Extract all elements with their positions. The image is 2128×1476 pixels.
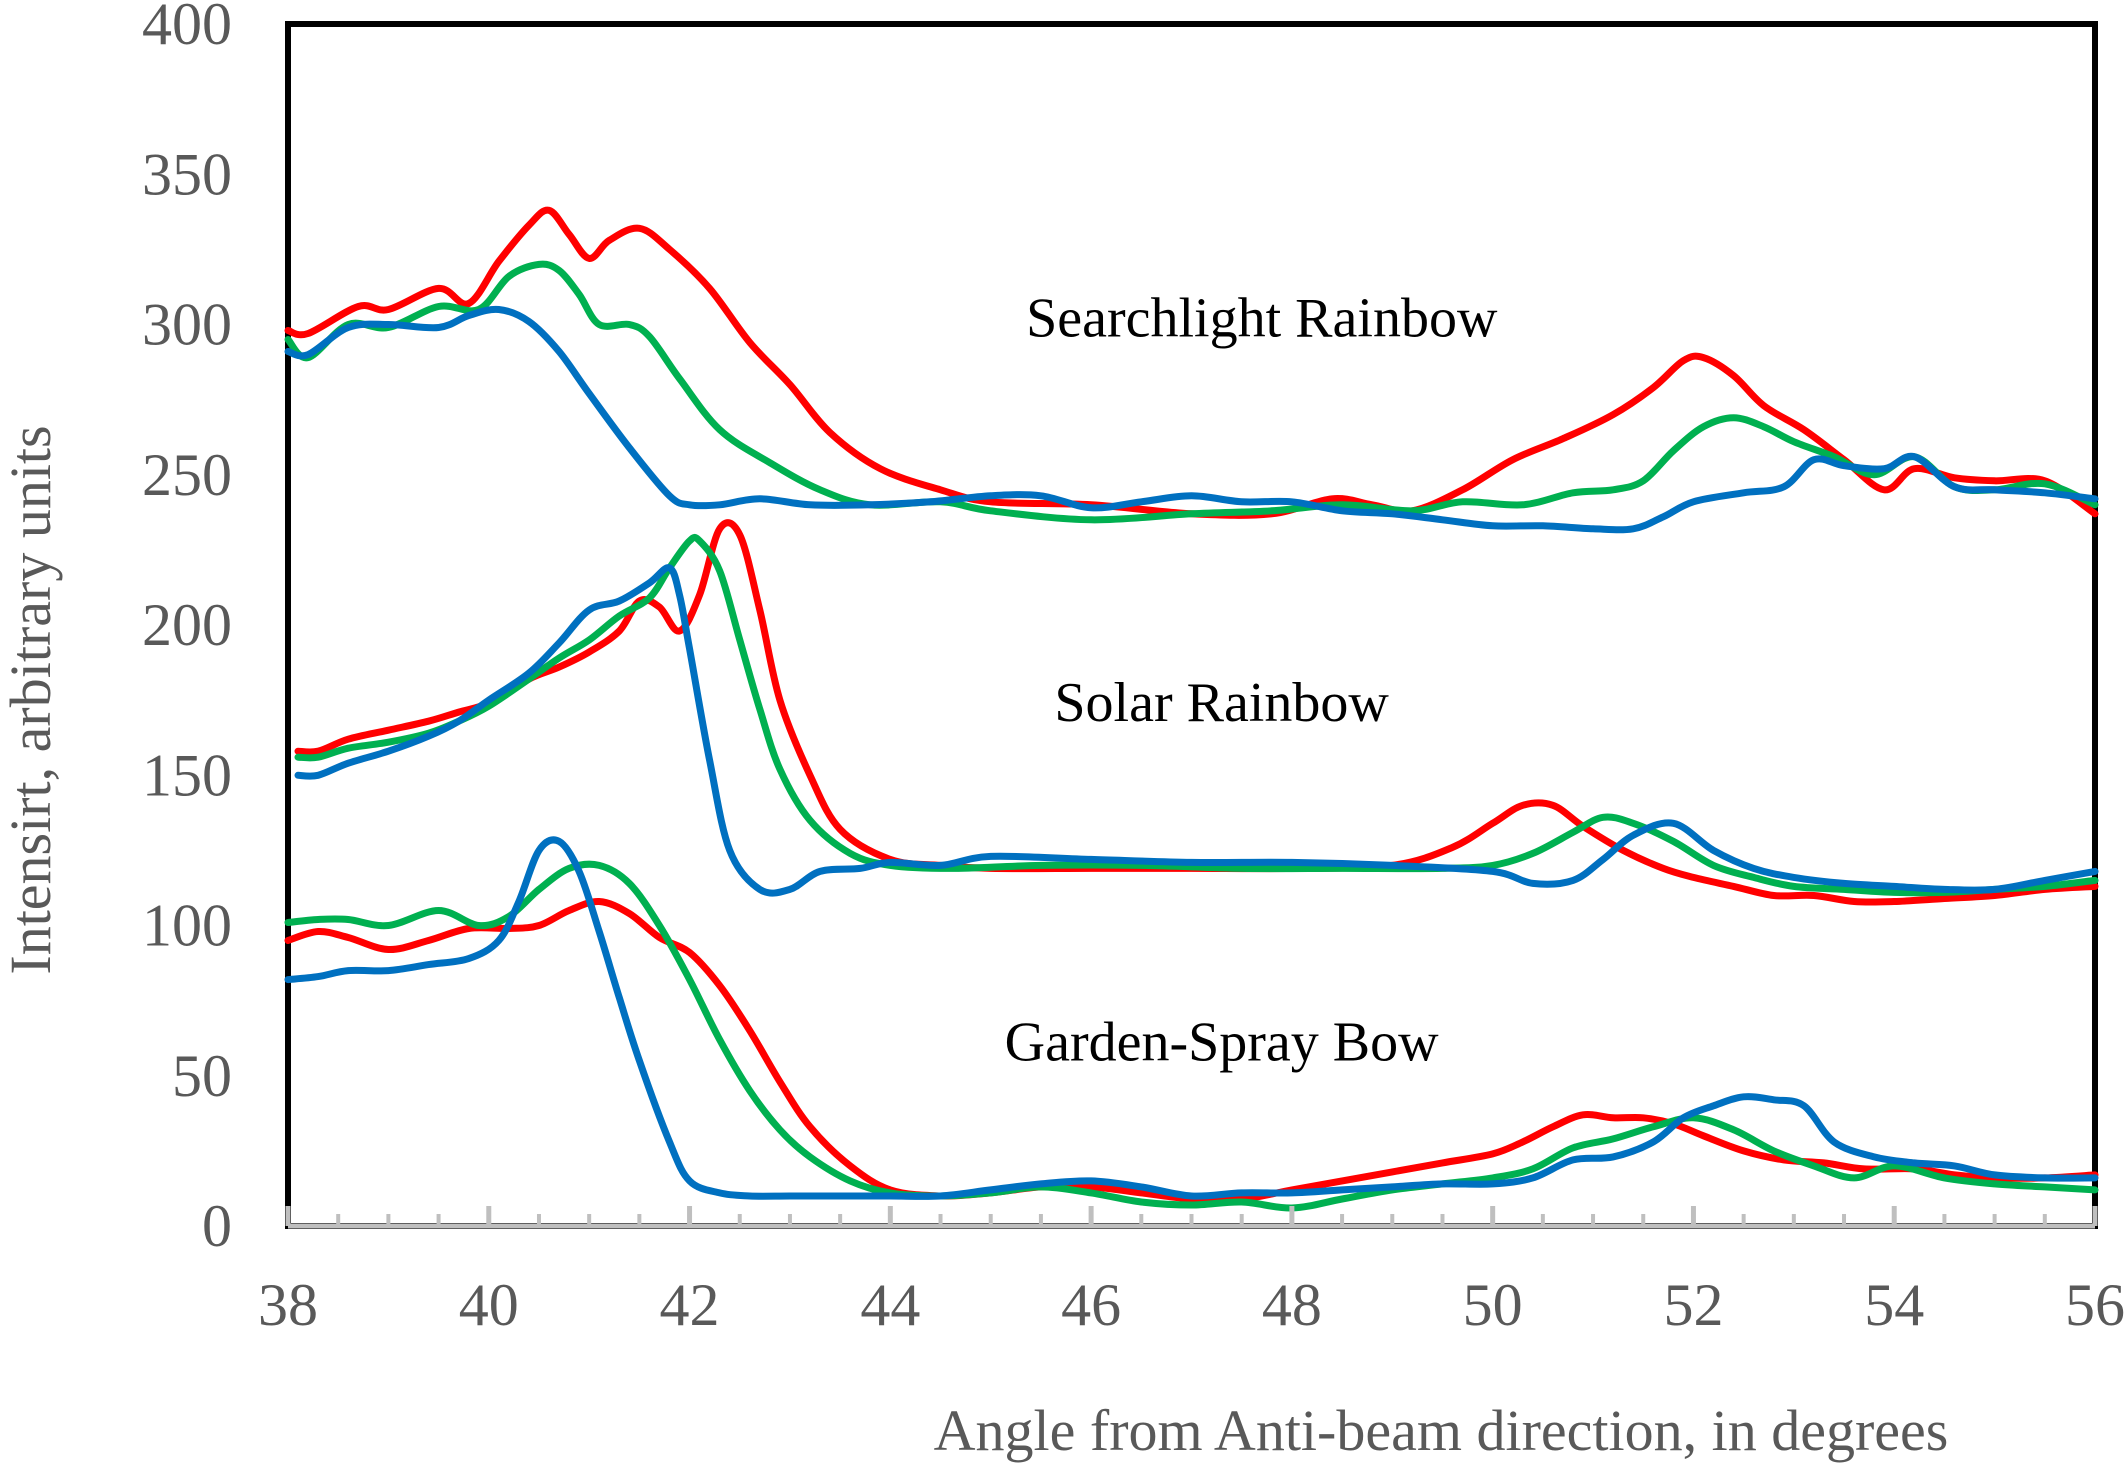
y-tick-label: 0 bbox=[202, 1193, 232, 1259]
y-tick-label: 250 bbox=[142, 442, 232, 508]
y-tick-label: 50 bbox=[172, 1043, 232, 1109]
garden-spray-bow-blue-line bbox=[284, 836, 2099, 1200]
plot-area bbox=[285, 21, 2098, 1229]
x-tick-label: 50 bbox=[1463, 1272, 1523, 1338]
series-layer bbox=[284, 206, 2099, 1212]
x-tick-label: 44 bbox=[860, 1272, 920, 1338]
searchlight-rainbow-blue-line bbox=[284, 305, 2099, 534]
y-tick-label: 200 bbox=[142, 592, 232, 658]
y-tick-label: 350 bbox=[142, 141, 232, 207]
x-axis-title: Angle from Anti-beam direction, in degre… bbox=[934, 1398, 1949, 1463]
x-tick-label: 46 bbox=[1061, 1272, 1121, 1338]
axis-layer: 38 40 42 44 46 48 50 52 54 56 0 50 100 150 200 250 300 35… bbox=[142, 0, 2125, 1338]
garden-spray-bow-green-line bbox=[284, 860, 2099, 1212]
x-tick-label: 56 bbox=[2065, 1272, 2125, 1338]
annotation-label: Garden-Spray Bow bbox=[1005, 1012, 1439, 1074]
x-tick-label: 48 bbox=[1262, 1272, 1322, 1338]
solar-rainbow-blue-line bbox=[294, 564, 2099, 897]
annotation-layer: Searchlight Rainbow Solar Rainbow Garden-S… bbox=[1005, 288, 1498, 1074]
y-tick-label: 150 bbox=[142, 742, 232, 808]
y-tick-label: 400 bbox=[142, 0, 232, 57]
x-tick-label: 40 bbox=[459, 1272, 519, 1338]
y-tick-label: 300 bbox=[142, 292, 232, 358]
x-tick-label: 38 bbox=[258, 1272, 318, 1338]
y-axis-title: Intensirt, arbitrary units bbox=[0, 425, 63, 974]
x-tick-label: 54 bbox=[1864, 1272, 1924, 1338]
garden-spray-bow-red-line bbox=[284, 897, 2099, 1204]
x-tick-label: 42 bbox=[660, 1272, 720, 1338]
y-tick-label: 100 bbox=[142, 893, 232, 959]
annotation-label: Solar Rainbow bbox=[1054, 672, 1389, 734]
annotation-label: Searchlight Rainbow bbox=[1026, 288, 1498, 350]
searchlight-rainbow-green-line bbox=[284, 260, 2099, 524]
x-tick-label: 52 bbox=[1663, 1272, 1723, 1338]
